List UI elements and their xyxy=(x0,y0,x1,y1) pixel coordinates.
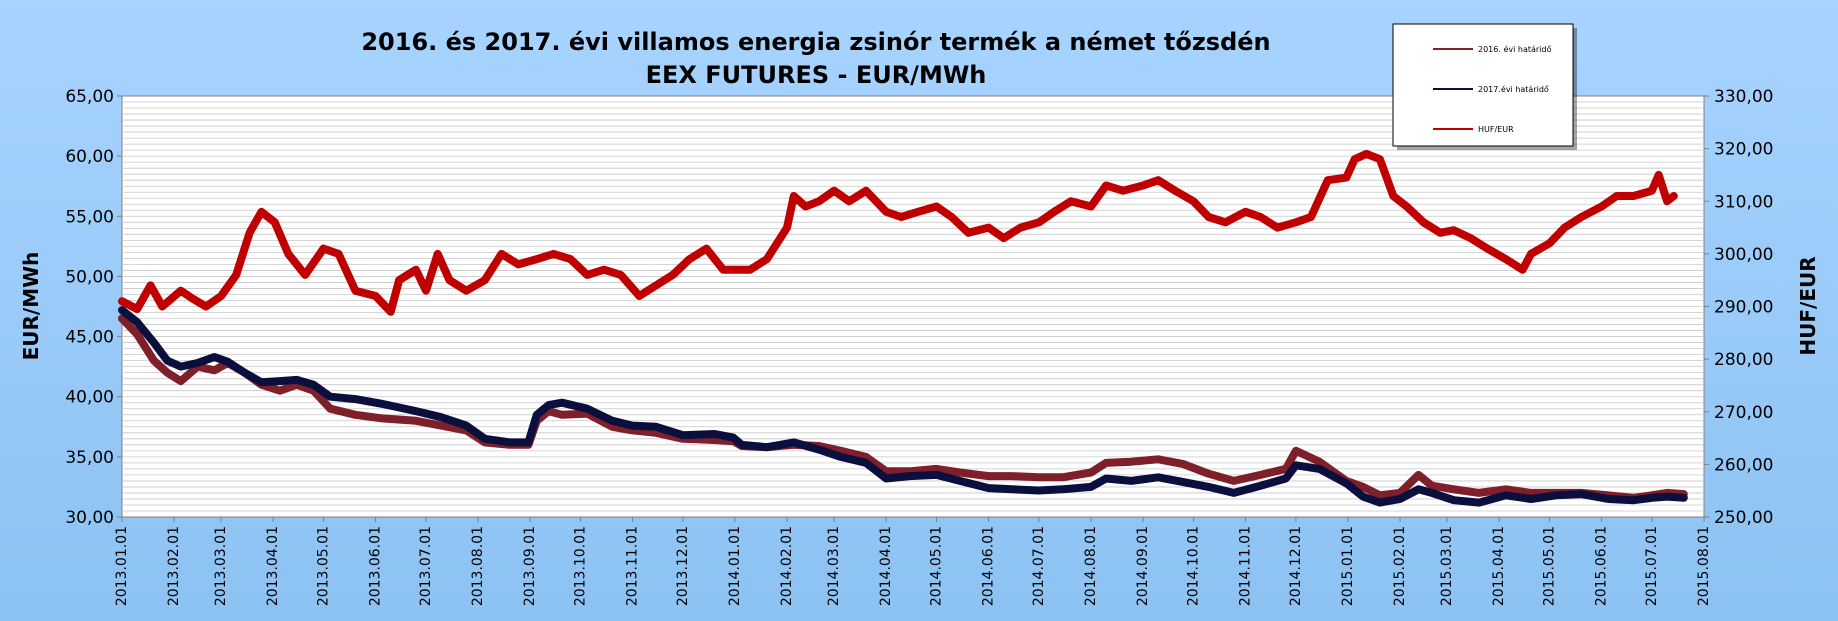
legend: 2016. évi határidő 2017.évi határidő HUF… xyxy=(1392,23,1577,150)
x-tick-label: 2013.12.01 xyxy=(675,526,691,606)
x-tick-label: 2015.01.01 xyxy=(1340,526,1356,606)
series-line-1 xyxy=(118,306,1688,507)
y-axis-right: 250,00 260,00 270,00 280,00 290,00 300,00 310,… xyxy=(1704,87,1773,528)
x-tick-label: 2013.07.01 xyxy=(418,526,434,606)
y-left-tick-label: 40,00 xyxy=(65,388,114,408)
legend-label-2016: 2016. évi határidő xyxy=(1478,44,1551,54)
x-tick-label: 2013.11.01 xyxy=(625,526,641,606)
chart-title-line2: EEX FUTURES - EUR/MWh xyxy=(646,61,987,89)
x-tick-label: 2013.05.01 xyxy=(316,526,332,606)
x-axis: 2013.01.01 2013.02.01 2013.03.01 2013.04.01… xyxy=(114,517,1712,606)
x-tick-label: 2013.08.01 xyxy=(470,526,486,606)
x-tick-label: 2015.05.01 xyxy=(1541,526,1557,606)
y-left-tick-label: 65,00 xyxy=(65,87,114,107)
y-axis-right-label: HUF/EUR xyxy=(1796,256,1820,355)
x-tick-label: 2013.01.01 xyxy=(114,526,130,606)
y-axis-left-label: EUR/MWh xyxy=(19,252,43,361)
series-layer xyxy=(118,149,1688,507)
y-left-tick-label: 35,00 xyxy=(65,448,114,468)
x-tick-label: 2013.06.01 xyxy=(368,526,384,606)
y-right-tick-label: 290,00 xyxy=(1714,298,1773,318)
y-right-tick-label: 310,00 xyxy=(1714,192,1773,212)
x-tick-label: 2014.08.01 xyxy=(1083,526,1099,606)
x-tick-label: 2013.10.01 xyxy=(572,526,588,606)
y-left-tick-label: 60,00 xyxy=(65,147,114,167)
x-tick-label: 2015.03.01 xyxy=(1439,526,1455,606)
x-tick-label: 2015.02.01 xyxy=(1392,526,1408,606)
x-tick-label: 2015.04.01 xyxy=(1491,526,1507,606)
x-tick-label: 2014.07.01 xyxy=(1031,526,1047,606)
x-tick-label: 2014.06.01 xyxy=(981,526,997,606)
x-tick-label: 2015.08.01 xyxy=(1696,526,1712,606)
x-tick-label: 2014.03.01 xyxy=(826,526,842,606)
y-right-tick-label: 320,00 xyxy=(1714,140,1773,160)
y-right-tick-label: 300,00 xyxy=(1714,245,1773,265)
x-tick-label: 2014.02.01 xyxy=(779,526,795,606)
series-line-2 xyxy=(118,149,1678,316)
y-left-tick-label: 30,00 xyxy=(65,508,114,528)
x-tick-label: 2014.04.01 xyxy=(878,526,894,606)
y-right-tick-label: 250,00 xyxy=(1714,508,1773,528)
y-axis-left: 30,00 35,00 40,00 45,00 50,00 55,00 60,00 65,00 xyxy=(65,87,122,528)
y-right-tick-label: 280,00 xyxy=(1714,350,1773,370)
x-tick-label: 2014.05.01 xyxy=(929,526,945,606)
x-tick-label: 2013.09.01 xyxy=(522,526,538,606)
x-tick-label: 2014.11.01 xyxy=(1238,526,1254,606)
x-tick-label: 2014.12.01 xyxy=(1288,526,1304,606)
x-tick-label: 2013.04.01 xyxy=(265,526,281,606)
x-tick-label: 2013.02.01 xyxy=(166,526,182,606)
y-left-tick-label: 55,00 xyxy=(65,207,114,227)
y-right-tick-label: 260,00 xyxy=(1714,455,1773,475)
x-tick-label: 2014.01.01 xyxy=(727,526,743,606)
x-tick-label: 2014.10.01 xyxy=(1185,526,1201,606)
legend-label-2017: 2017.évi határidő xyxy=(1478,84,1549,94)
legend-label-huf: HUF/EUR xyxy=(1478,125,1514,134)
chart-title-line1: 2016. és 2017. évi villamos energia zsin… xyxy=(361,28,1270,56)
x-tick-label: 2014.09.01 xyxy=(1135,526,1151,606)
y-right-tick-label: 270,00 xyxy=(1714,403,1773,423)
y-left-tick-label: 50,00 xyxy=(65,267,114,287)
x-tick-label: 2015.07.01 xyxy=(1644,526,1660,606)
y-right-tick-label: 330,00 xyxy=(1714,87,1773,107)
series-line-0 xyxy=(118,314,1688,502)
y-left-tick-label: 45,00 xyxy=(65,328,114,348)
x-tick-label: 2013.03.01 xyxy=(213,526,229,606)
x-tick-label: 2015.06.01 xyxy=(1594,526,1610,606)
